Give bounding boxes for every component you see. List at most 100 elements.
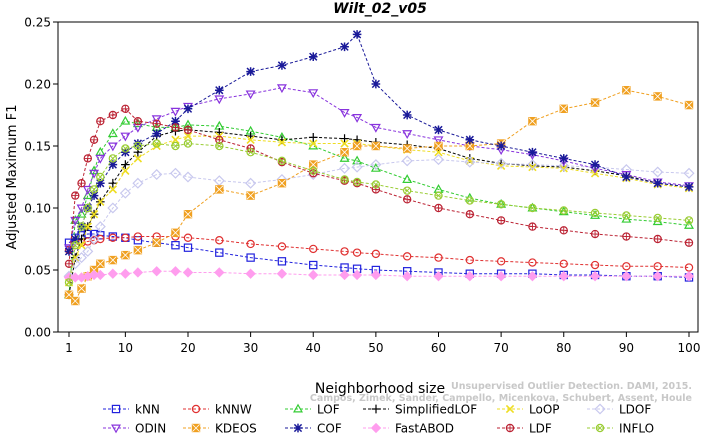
data-point (683, 271, 695, 282)
data-point (309, 260, 318, 270)
legend: kNN kNNW LOF SimplifiedLOF LoOP LDOF ODIN KDEOS… (103, 403, 654, 436)
data-point (75, 252, 88, 264)
data-point (433, 184, 444, 193)
data-point (119, 187, 131, 199)
data-point-detail (108, 256, 117, 264)
data-point (352, 113, 363, 123)
data-point-detail (215, 185, 224, 194)
y-tick-label: 0.10 (24, 202, 51, 216)
data-point (652, 271, 663, 282)
data-point-detail (528, 223, 537, 231)
data-point-detail (121, 251, 130, 260)
series-line (68, 135, 690, 283)
data-point (401, 155, 413, 167)
series-line (68, 87, 690, 248)
data-point (527, 271, 538, 282)
y-tick-label: 0.00 (24, 326, 51, 340)
chart-title: Wilt_02_v05 (333, 1, 427, 17)
data-point (505, 404, 515, 414)
data-point-detail (506, 424, 514, 432)
data-point (245, 177, 257, 189)
series-kdeos (64, 85, 694, 306)
data-point (151, 115, 162, 125)
data-point-detail (78, 223, 85, 230)
data-point (191, 404, 201, 414)
data-point (496, 200, 506, 209)
data-point-detail (597, 425, 603, 431)
data-point (120, 115, 131, 125)
data-point (684, 219, 694, 229)
data-point (245, 90, 256, 100)
data-point-detail (96, 259, 105, 268)
data-point-detail (371, 142, 380, 150)
data-point (169, 167, 181, 179)
data-point (622, 211, 631, 220)
data-point (371, 180, 381, 189)
legend-label: SimplifiedLOF (395, 403, 477, 417)
x-tick-label: 10 (118, 341, 133, 355)
data-point (683, 167, 695, 179)
data-point (246, 135, 255, 144)
data-point (594, 403, 606, 415)
data-point (277, 138, 287, 147)
data-point (89, 185, 99, 194)
data-point (339, 153, 350, 162)
data-point (370, 269, 382, 281)
data-point (107, 202, 119, 214)
data-point (352, 30, 362, 39)
x-tick-label: 60 (431, 341, 446, 355)
data-point (370, 422, 382, 434)
data-point (133, 154, 143, 163)
data-point (528, 162, 537, 172)
data-point (70, 215, 81, 224)
data-point (121, 144, 130, 153)
data-point-detail (498, 201, 504, 208)
data-point (652, 166, 664, 178)
data-point (121, 233, 130, 242)
data-point-detail (434, 204, 443, 212)
data-point (653, 213, 662, 223)
legend-label: FastABOD (395, 422, 454, 435)
data-point (352, 155, 363, 165)
data-point (89, 229, 99, 239)
data-point (340, 134, 349, 143)
data-point-detail (529, 205, 536, 211)
data-point (684, 216, 694, 225)
data-point (246, 67, 255, 76)
data-point (370, 123, 381, 133)
data-point (95, 154, 106, 164)
data-point-detail (654, 215, 661, 221)
data-point-detail (90, 136, 98, 144)
data-point (308, 89, 319, 99)
data-point (96, 172, 105, 182)
data-point (370, 159, 382, 171)
data-point (133, 141, 143, 151)
data-point-detail (153, 140, 160, 147)
x-axis-label: Neighborhood size (315, 381, 445, 397)
data-point (293, 403, 303, 413)
data-point-detail (66, 279, 72, 286)
data-point (64, 247, 74, 256)
data-point-detail (109, 111, 117, 119)
data-point (277, 156, 287, 166)
data-point (590, 260, 600, 270)
data-point (77, 241, 86, 250)
data-point-detail (171, 228, 180, 237)
data-point (558, 160, 570, 172)
data-point-detail (560, 207, 567, 214)
data-point-detail (65, 260, 73, 268)
series-line (68, 108, 690, 264)
data-point (107, 142, 118, 152)
data-point-detail (559, 104, 568, 113)
data-point-detail (465, 142, 474, 150)
legend-label: COF (317, 422, 342, 435)
data-point-detail (591, 98, 599, 107)
legend-item: LDOF (587, 403, 651, 417)
data-point (653, 262, 662, 271)
y-axis: 0.00 0.05 0.10 0.15 0.20 0.25 (24, 16, 58, 340)
legend-label: KDEOS (215, 422, 257, 435)
data-point-detail (278, 179, 286, 188)
data-point-detail (71, 192, 79, 200)
data-point-detail (310, 167, 317, 174)
legend-label: LDF (529, 422, 552, 435)
